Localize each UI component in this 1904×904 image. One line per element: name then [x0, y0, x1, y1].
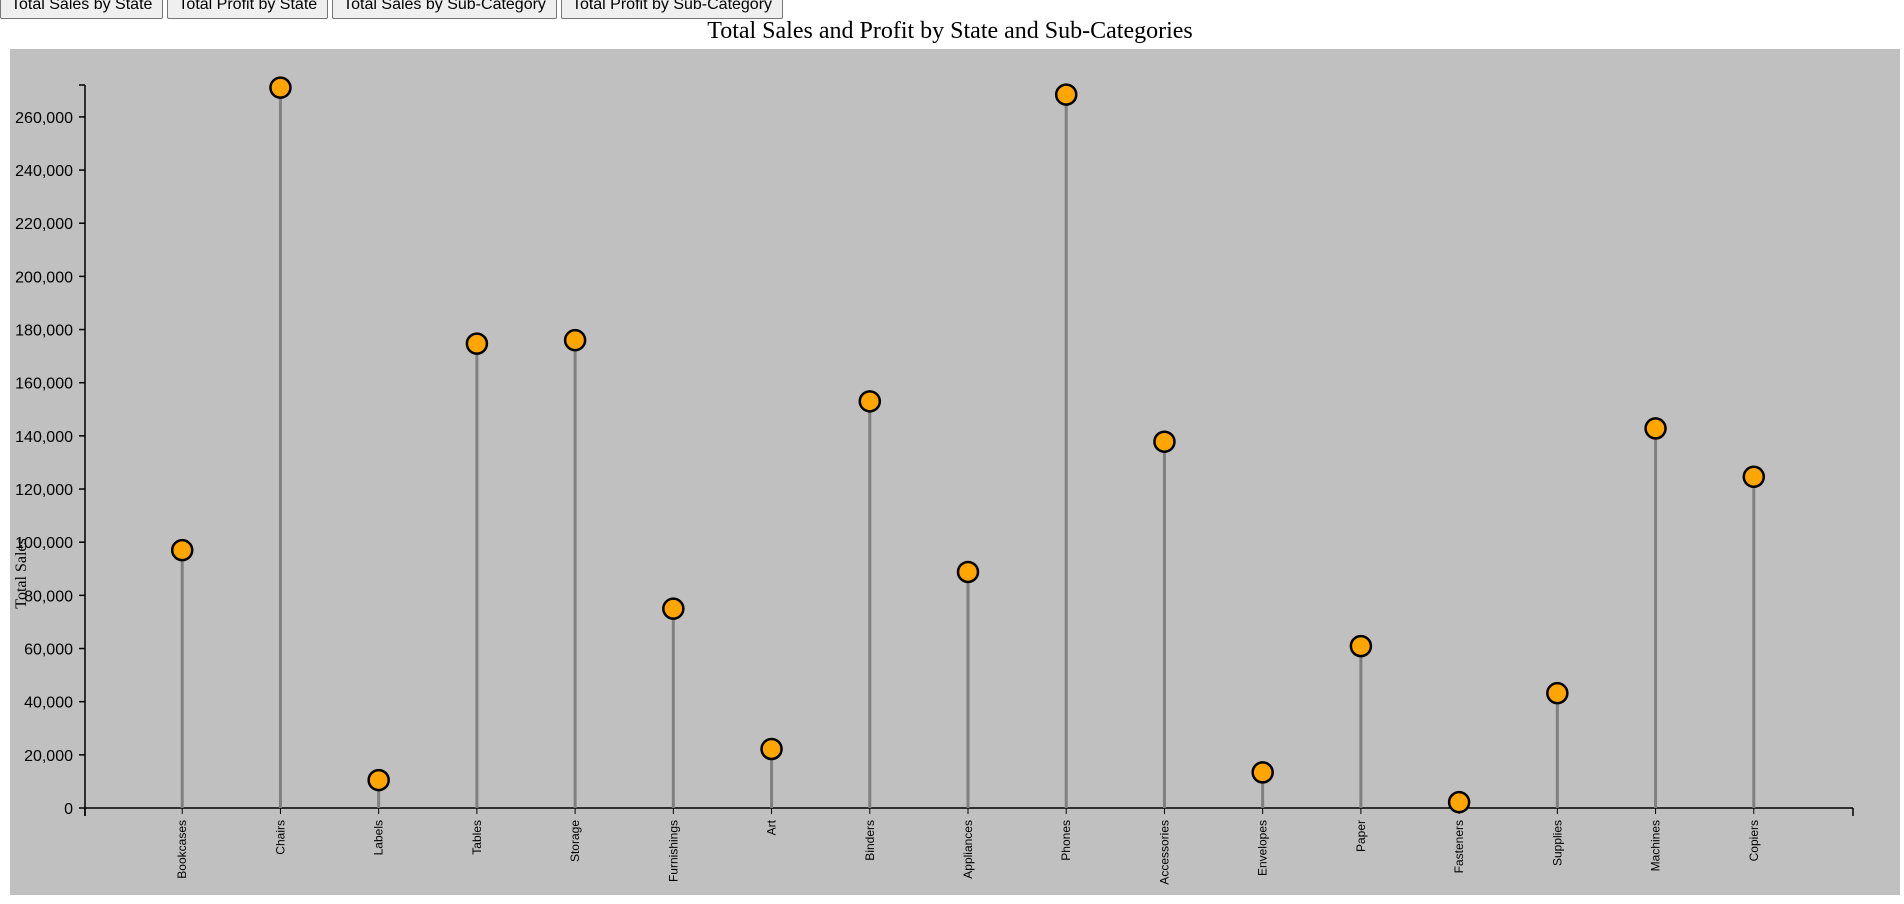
- x-tick-label: Bookcases: [175, 820, 189, 879]
- x-tick-label: Appliances: [961, 820, 975, 879]
- y-tick-label: 160,000: [15, 376, 73, 393]
- total-profit-by-subcategory-button[interactable]: Total Profit by Sub-Category: [560, 0, 784, 19]
- total-sales-by-state-button[interactable]: Total Sales by State: [0, 0, 164, 19]
- total-sales-by-subcategory-button[interactable]: Total Sales by Sub-Category: [332, 0, 557, 19]
- lollipop-dot-furnishings[interactable]: [662, 597, 685, 620]
- y-tick-label: 80,000: [24, 588, 73, 605]
- x-tick-label: Paper: [1354, 820, 1368, 852]
- y-tick-label: 220,000: [15, 216, 73, 233]
- lollipop-dot-bookcases[interactable]: [170, 538, 194, 562]
- x-tick-label: Binders: [863, 820, 877, 861]
- x-tick-label: Copiers: [1747, 820, 1761, 861]
- lollipop-dot-phones[interactable]: [1054, 83, 1078, 106]
- y-tick-label: 140,000: [15, 429, 73, 446]
- x-tick-label: Fasteners: [1452, 820, 1466, 873]
- lollipop-dot-labels[interactable]: [367, 768, 390, 792]
- lollipop-dot-machines[interactable]: [1644, 417, 1667, 440]
- y-tick-label: 120,000: [15, 482, 73, 499]
- x-tick-label: Phones: [1059, 820, 1073, 861]
- y-tick-label: 180,000: [15, 323, 73, 340]
- y-tick-label: 240,000: [15, 163, 73, 180]
- y-axis: 0 20,000 40,000 60,000 80,000 100,000 120,000 1…: [15, 84, 86, 818]
- x-tick-label: Furnishings: [666, 820, 680, 882]
- y-tick-label: 260,000: [15, 110, 73, 127]
- y-tick-label: 0: [64, 801, 73, 818]
- x-tick-label: Accessories: [1157, 820, 1171, 885]
- y-tick-label: 40,000: [24, 695, 73, 712]
- x-tick-label: Storage: [568, 820, 582, 862]
- lollipop-dot-copiers[interactable]: [1742, 465, 1766, 489]
- lollipop-dot-art[interactable]: [760, 737, 783, 761]
- lollipop-dot-paper[interactable]: [1349, 634, 1373, 658]
- x-tick-label: Art: [765, 819, 779, 835]
- y-axis-title: Total Sales: [13, 538, 30, 608]
- lollipop-dot-tables[interactable]: [465, 332, 489, 355]
- y-tick-label: 200,000: [15, 269, 73, 286]
- lollipop-dot-chairs[interactable]: [269, 76, 292, 99]
- view-button-row: Total Sales by State Total Profit by Sta…: [0, 0, 784, 21]
- x-tick-label: Tables: [470, 820, 484, 855]
- x-tick-label: Labels: [372, 820, 386, 855]
- lollipop-dot-supplies[interactable]: [1546, 681, 1569, 705]
- y-tick-label: 20,000: [24, 748, 73, 765]
- x-tick-label: Supplies: [1550, 820, 1564, 866]
- chart-title: Total Sales and Profit by State and Sub-…: [707, 18, 1193, 44]
- lollipop-dot-binders[interactable]: [858, 390, 882, 413]
- lollipop-dot-accessories[interactable]: [1153, 430, 1176, 453]
- x-tick-label: Chairs: [273, 820, 287, 855]
- x-tick-label: Machines: [1649, 820, 1663, 871]
- stems-group: [180, 87, 1756, 808]
- lollipop-dot-appliances[interactable]: [956, 560, 980, 584]
- dots-group: [170, 76, 1766, 814]
- lollipop-dot-fasteners[interactable]: [1447, 790, 1471, 814]
- total-profit-by-state-button[interactable]: Total Profit by State: [167, 0, 329, 19]
- chart-background: [10, 49, 1900, 895]
- y-tick-label: 60,000: [24, 642, 73, 659]
- y-tick-label: 100,000: [15, 535, 73, 552]
- lollipop-dot-envelopes[interactable]: [1251, 761, 1274, 784]
- lollipop-dot-storage[interactable]: [563, 328, 587, 352]
- x-tick-label: Envelopes: [1256, 820, 1270, 876]
